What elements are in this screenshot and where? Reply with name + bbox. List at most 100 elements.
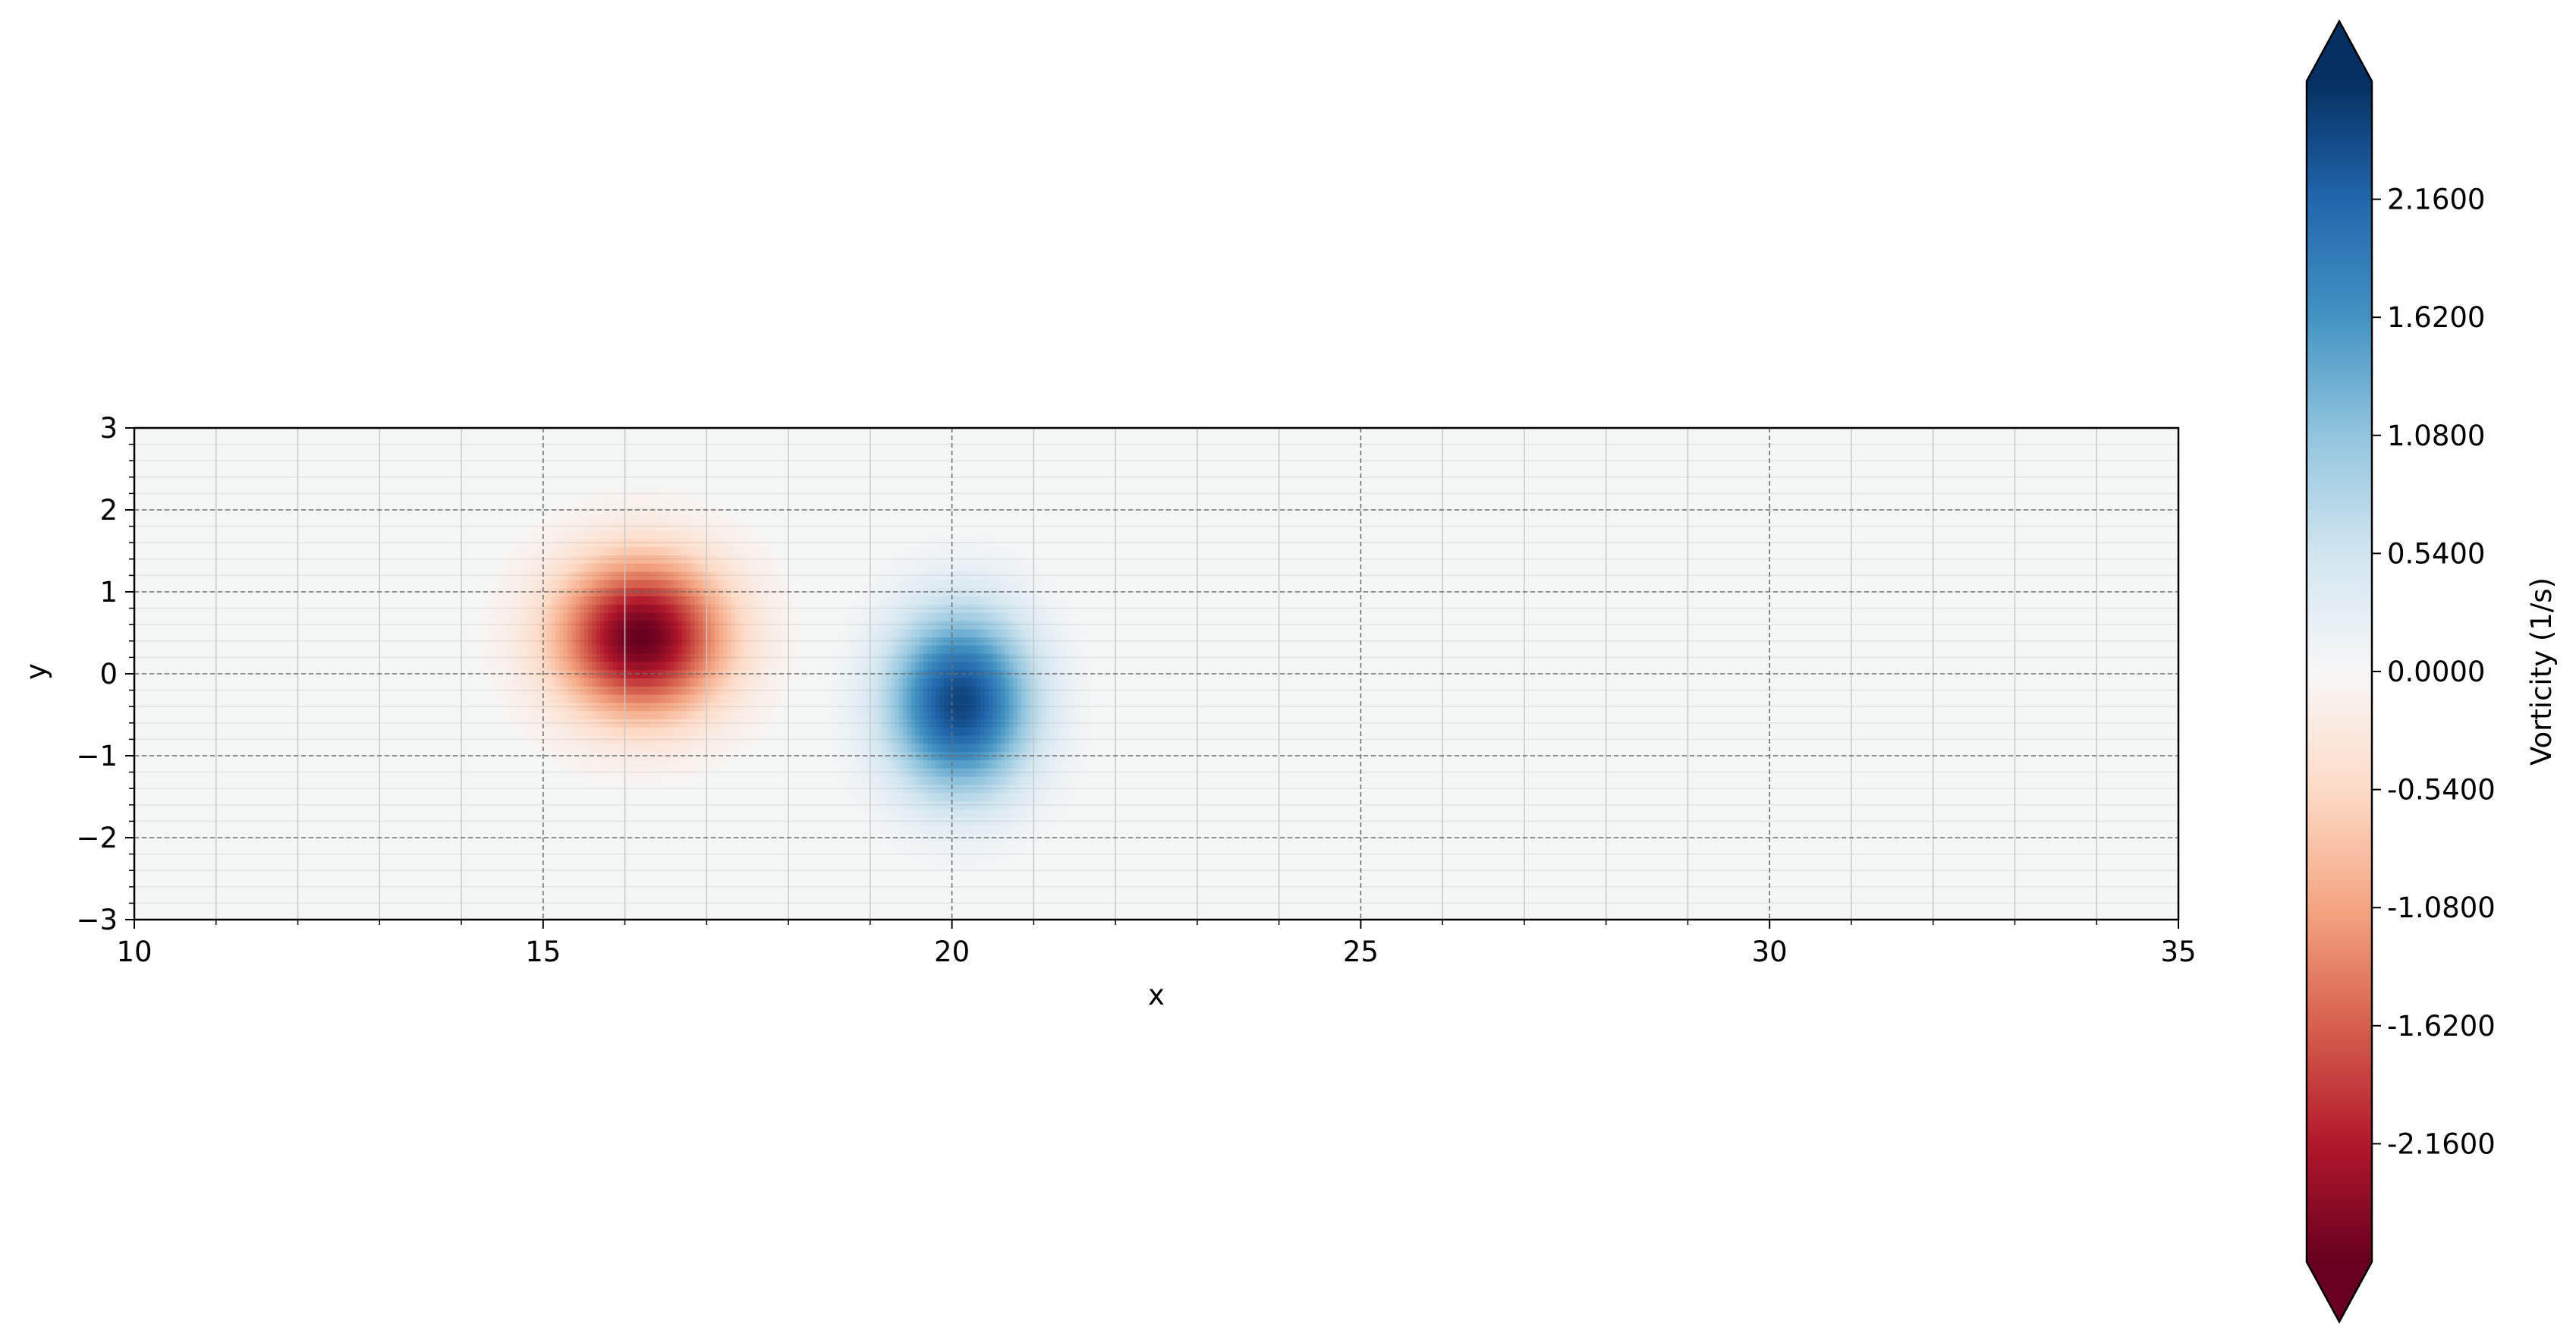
heatmap-cell [498,596,503,605]
heatmap-cell [1021,546,1027,555]
heatmap-cell [996,841,1002,851]
heatmap-cell [768,563,773,572]
heatmap-cell [788,612,794,621]
heatmap-cell [1049,645,1055,654]
heatmap-cell [1046,727,1051,736]
heatmap-cell [624,637,630,646]
heatmap-cell [681,604,687,613]
heatmap-cell [788,661,794,671]
heatmap-cell [780,571,785,580]
heatmap-cell [890,587,895,596]
heatmap-cell [539,669,544,678]
heatmap-cell [760,563,765,572]
heatmap-cell [588,571,593,580]
heatmap-cell [976,719,981,728]
heatmap-cell [1066,735,1071,744]
heatmap-cell [715,661,720,671]
heatmap-cell [616,776,621,785]
heatmap-cell [980,604,986,613]
heatmap-cell [989,833,994,842]
heatmap-cell [1025,833,1030,842]
heatmap-cell [890,612,895,621]
heatmap-cell [964,620,969,630]
heatmap-cell [637,555,642,564]
heatmap-cell [583,743,589,753]
heatmap-cell [662,587,667,596]
heatmap-cell [931,555,936,564]
heatmap-cell [662,571,667,580]
heatmap-cell [980,792,986,801]
heatmap-cell [539,620,544,630]
heatmap-cell [866,768,871,777]
heatmap-cell [755,530,760,539]
heatmap-cell [1062,694,1068,703]
heatmap-cell [506,710,511,719]
heatmap-cell [1017,579,1022,589]
heatmap-cell [702,735,707,744]
heatmap-cell [1037,735,1043,744]
heatmap-cell [951,694,957,703]
heatmap-cell [915,604,920,613]
heatmap-cell [763,612,769,621]
heatmap-cell [992,628,998,637]
heatmap-cell [772,555,777,564]
heatmap-cell [939,702,945,712]
heatmap-cell [1005,612,1010,621]
heatmap-cell [989,800,994,810]
heatmap-cell [502,628,507,637]
heatmap-cell [592,628,597,637]
heatmap-cell [645,768,650,777]
heatmap-cell [829,653,834,662]
heatmap-cell [951,555,957,564]
heatmap-cell [624,751,630,760]
heatmap-cell [568,596,573,605]
heatmap-cell [727,710,732,719]
heatmap-cell [735,579,741,589]
heatmap-cell [706,710,712,719]
heatmap-cell [923,686,928,695]
heatmap-cell [775,612,781,621]
heatmap-cell [580,661,585,671]
heatmap-cell [1046,760,1051,769]
heatmap-cell [972,727,977,736]
heatmap-cell [1013,825,1018,835]
heatmap-cell [1029,604,1034,613]
heatmap-cell [506,555,511,564]
heatmap-cell [637,563,642,572]
heatmap-cell [653,596,659,605]
heatmap-cell [669,678,675,687]
heatmap-cell [539,735,544,744]
heatmap-cell [939,530,945,539]
heatmap-cell [690,620,695,630]
heatmap-cell [792,628,797,637]
y-tick-label: −3 [76,904,118,936]
heatmap-cell [596,686,601,695]
heatmap-cell [989,710,994,719]
heatmap-cell [604,571,609,580]
heatmap-cell [972,694,977,703]
heatmap-cell [984,792,989,801]
heatmap-cell [980,800,986,810]
heatmap-cell [886,792,892,801]
heatmap-cell [1058,702,1063,712]
heatmap-cell [1058,800,1063,810]
heatmap-cell [1054,817,1059,826]
heatmap-cell [735,628,741,637]
heatmap-cell [674,661,679,671]
heatmap-cell [984,760,989,769]
heatmap-cell [902,841,907,851]
heatmap-cell [1062,628,1068,637]
heatmap-cell [621,571,626,580]
heatmap-cell [989,669,994,678]
heatmap-cell [715,751,720,760]
heatmap-cell [547,555,552,564]
heatmap-cell [609,751,613,760]
heatmap-cell [1013,784,1018,794]
heatmap-cell [649,768,654,777]
heatmap-cell [649,735,654,744]
heatmap-cell [1005,858,1010,867]
heatmap-cell [948,784,953,794]
heatmap-cell [886,702,892,712]
heatmap-cell [645,710,650,719]
